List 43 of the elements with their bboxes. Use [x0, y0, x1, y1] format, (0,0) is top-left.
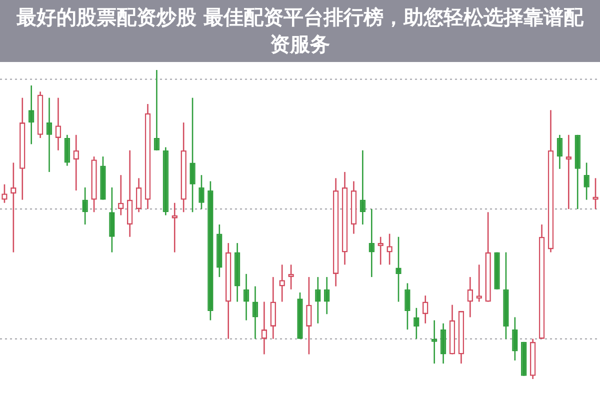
candlestick [315, 276, 321, 324]
candlestick [378, 236, 384, 266]
candlestick [306, 276, 312, 355]
candlestick [190, 97, 196, 213]
chart-title: 最好的股票配资炒股 最佳配资平台排行榜，助您轻松选择靠谱配资服务 [0, 0, 600, 62]
candlestick [404, 282, 410, 330]
candlestick [440, 322, 446, 364]
candlestick [396, 236, 402, 302]
candlestick [467, 276, 474, 318]
candlestick [584, 162, 590, 200]
candlestick [431, 320, 438, 364]
candlestick [55, 97, 62, 151]
candlestick [73, 134, 79, 192]
candlestick [154, 69, 160, 151]
candlestick [118, 174, 124, 216]
candlestick [136, 178, 142, 213]
candlestick [512, 316, 518, 362]
candlestick [261, 301, 268, 355]
candlestick [414, 307, 420, 340]
candlestick [386, 233, 392, 266]
candlestick [126, 150, 133, 238]
candlestick [324, 276, 330, 315]
candlestick [556, 134, 563, 170]
candlestick [243, 273, 250, 321]
candlestick [82, 186, 88, 226]
candlestick [368, 208, 375, 278]
candlestick [592, 178, 598, 210]
candlestick [422, 294, 428, 324]
candlestick [2, 184, 8, 204]
candlestick [10, 162, 16, 253]
candlestick [279, 264, 285, 302]
candlestick [270, 276, 276, 340]
candlestick [28, 84, 34, 145]
candlestick [566, 134, 572, 210]
candlestick [476, 264, 482, 302]
candlestick [46, 97, 52, 173]
candlestick [288, 264, 294, 290]
candlestick [198, 174, 204, 210]
candlestick [360, 150, 366, 226]
candlestick [64, 134, 70, 166]
candlestick [172, 202, 178, 253]
candlestick [109, 186, 115, 253]
candlestick [252, 286, 258, 340]
